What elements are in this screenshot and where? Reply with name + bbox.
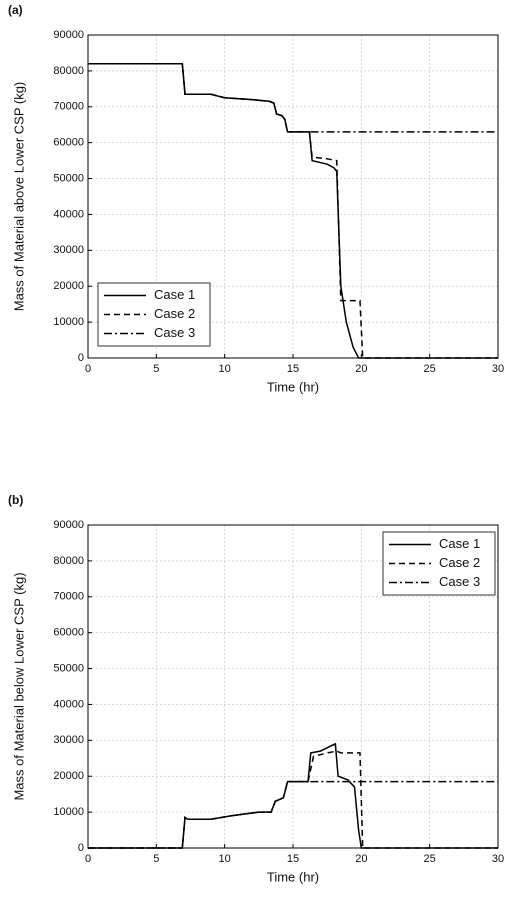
y-tick-label: 80000 [53, 555, 84, 567]
plot-frame [87, 34, 499, 359]
y-tick-label: 0 [78, 842, 84, 854]
y-tick-label: 40000 [53, 208, 84, 220]
x-tick-label: 0 [85, 363, 91, 375]
legend-label: Case 1 [154, 287, 195, 302]
x-tick-label: 5 [153, 853, 159, 865]
series-line [88, 62, 498, 359]
x-tick-label: 25 [424, 363, 436, 375]
y-tick-label: 10000 [53, 316, 84, 328]
legend-label: Case 3 [439, 574, 480, 589]
x-tick-label: 20 [355, 853, 367, 865]
y-tick-label: 70000 [53, 101, 84, 113]
series-line [88, 750, 498, 849]
series-line [88, 62, 498, 133]
x-tick-label: 25 [424, 853, 436, 865]
x-tick-label: 15 [287, 363, 299, 375]
y-tick-label: 20000 [53, 280, 84, 292]
series-line [88, 780, 498, 849]
x-tick-label: 20 [355, 363, 367, 375]
plot-frame [87, 524, 499, 849]
y-tick-label: 90000 [53, 519, 84, 531]
legend-label: Case 3 [154, 325, 195, 340]
y-tick-label: 70000 [53, 591, 84, 603]
legend-label: Case 2 [154, 306, 195, 321]
x-axis-label: Time (hr) [267, 379, 319, 394]
y-axis-label: Mass of Material below Lower CSP (kg) [11, 572, 26, 800]
panel-label: (b) [8, 493, 23, 507]
series-line [88, 742, 498, 849]
x-axis-label: Time (hr) [267, 869, 319, 884]
legend-label: Case 2 [439, 555, 480, 570]
y-axis-label: Mass of Material above Lower CSP (kg) [11, 82, 26, 312]
y-tick-label: 80000 [53, 65, 84, 77]
y-tick-label: 50000 [53, 662, 84, 674]
x-tick-label: 15 [287, 853, 299, 865]
x-tick-label: 5 [153, 363, 159, 375]
x-tick-label: 10 [219, 363, 231, 375]
y-tick-label: 20000 [53, 770, 84, 782]
y-tick-label: 0 [78, 352, 84, 364]
y-tick-label: 30000 [53, 244, 84, 256]
x-tick-label: 10 [219, 853, 231, 865]
y-tick-label: 60000 [53, 627, 84, 639]
legend-label: Case 1 [439, 536, 480, 551]
x-tick-label: 30 [492, 363, 504, 375]
x-tick-label: 30 [492, 853, 504, 865]
y-tick-label: 30000 [53, 734, 84, 746]
panel-label: (a) [8, 3, 23, 17]
y-tick-label: 90000 [53, 29, 84, 41]
y-tick-label: 10000 [53, 806, 84, 818]
y-tick-label: 60000 [53, 137, 84, 149]
y-tick-label: 40000 [53, 698, 84, 710]
x-tick-label: 0 [85, 853, 91, 865]
y-tick-label: 50000 [53, 172, 84, 184]
